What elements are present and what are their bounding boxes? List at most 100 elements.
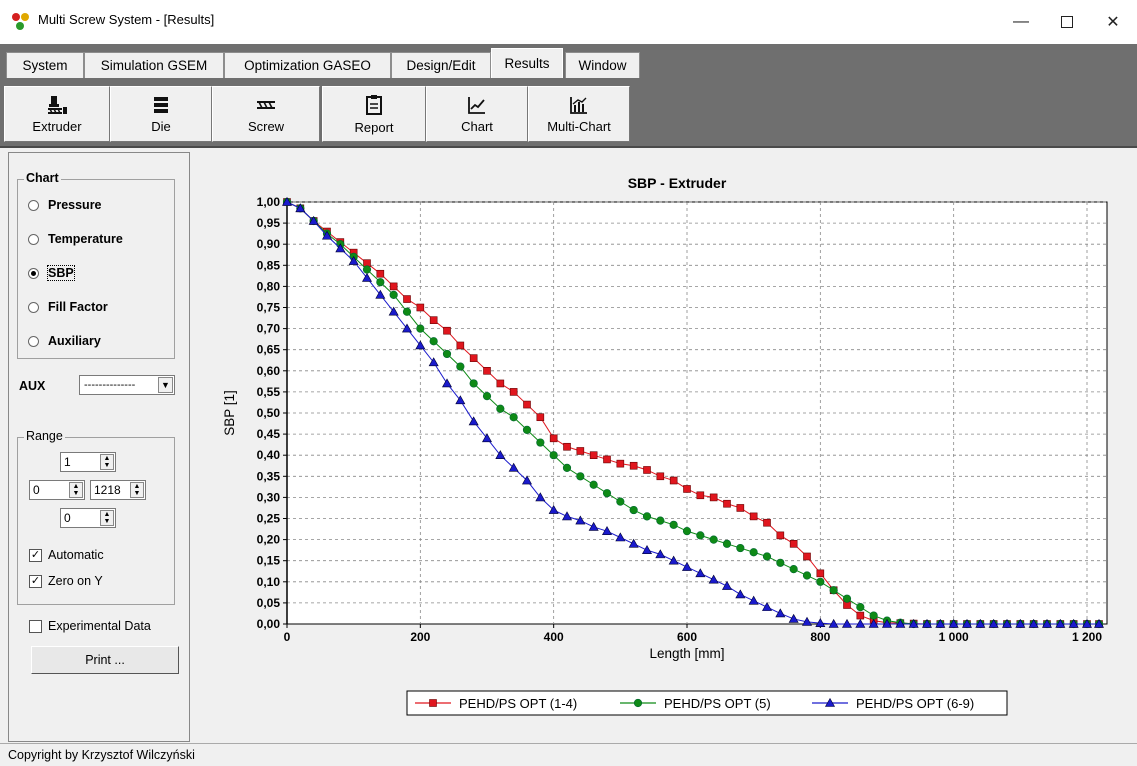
data-point (737, 504, 744, 511)
aux-dropdown[interactable]: -------------- ▼ (79, 375, 175, 395)
radio-label: SBP (48, 266, 74, 280)
data-point (857, 612, 864, 619)
maximize-button[interactable] (1044, 0, 1090, 44)
spin-arrows-icon[interactable]: ▲ ▼ (100, 510, 114, 526)
data-point (684, 485, 691, 492)
legend-marker (430, 700, 437, 707)
x-tick-label: 0 (284, 630, 291, 644)
spin-arrows-icon[interactable]: ▲ ▼ (100, 454, 114, 470)
x-tick-label: 1 000 (939, 630, 969, 644)
data-point (390, 291, 398, 299)
die-icon (151, 95, 171, 115)
x-tick-label: 600 (677, 630, 697, 644)
tab-system[interactable]: System (6, 52, 84, 78)
data-point (870, 612, 878, 620)
aux-dropdown-value: -------------- (84, 379, 135, 391)
data-point (443, 350, 451, 358)
data-point (550, 435, 557, 442)
y-tick-label: 0,35 (257, 469, 281, 483)
y-tick-label: 1,00 (257, 195, 281, 209)
data-point (550, 451, 558, 459)
app-logo-icon (10, 11, 32, 33)
radio-icon (28, 302, 39, 313)
data-point (843, 595, 851, 603)
radio-label: Pressure (48, 198, 102, 212)
data-point (723, 540, 731, 548)
data-point (737, 544, 745, 552)
window-title: Multi Screw System - [Results] (38, 12, 214, 27)
tab-design-edit[interactable]: Design/Edit (391, 52, 491, 78)
minimize-button[interactable]: — (998, 0, 1044, 44)
radio-icon (28, 200, 39, 211)
print-button[interactable]: Print ... (31, 646, 179, 674)
tab-results[interactable]: Results (491, 48, 563, 78)
data-point (697, 532, 705, 540)
data-point (377, 270, 384, 277)
radio-temperature[interactable]: Temperature (28, 232, 123, 246)
radio-pressure[interactable]: Pressure (28, 198, 102, 212)
data-point (804, 553, 811, 560)
range-offset-spinner[interactable]: 0 ▲ ▼ (60, 508, 116, 528)
data-point (497, 380, 504, 387)
zero-on-y-checkbox[interactable]: ✓ Zero on Y (29, 574, 103, 588)
extruder-label: Extruder (32, 119, 81, 134)
y-tick-label: 0,85 (257, 258, 281, 272)
range-step-spinner[interactable]: 1 ▲ ▼ (60, 452, 116, 472)
extruder-icon (46, 95, 68, 115)
close-button[interactable]: ✕ (1090, 0, 1136, 44)
die-button[interactable]: Die (110, 86, 212, 142)
chart-button[interactable]: Chart (426, 86, 528, 142)
data-point (590, 481, 598, 489)
data-point (483, 392, 491, 400)
data-point (457, 363, 465, 371)
y-tick-label: 0,65 (257, 343, 281, 357)
data-point (577, 473, 585, 481)
status-bar: Copyright by Krzysztof Wilczyński (0, 743, 1137, 766)
radio-auxiliary[interactable]: Auxiliary (28, 334, 101, 348)
data-point (817, 570, 824, 577)
data-point (563, 464, 571, 472)
clipboard-icon (364, 94, 384, 116)
data-point (537, 414, 544, 421)
tab-simulation-gsem[interactable]: Simulation GSEM (84, 52, 224, 78)
data-point (630, 462, 637, 469)
spin-arrows-icon[interactable]: ▲ ▼ (69, 482, 83, 498)
y-tick-label: 0,55 (257, 385, 281, 399)
radio-icon (28, 234, 39, 245)
screw-label: Screw (248, 119, 284, 134)
range-to-value: 1218 (94, 483, 121, 497)
y-tick-label: 0,60 (257, 364, 281, 378)
multi-chart-icon (569, 95, 589, 115)
radio-sbp[interactable]: SBP (28, 266, 74, 280)
chevron-down-icon[interactable]: ▼ (158, 377, 173, 393)
data-point (430, 317, 437, 324)
data-point (724, 500, 731, 507)
range-group-label: Range (24, 429, 65, 443)
spin-arrows-icon[interactable]: ▲ ▼ (130, 482, 144, 498)
extruder-button[interactable]: Extruder (4, 86, 110, 142)
range-to-spinner[interactable]: 1218 ▲ ▼ (90, 480, 146, 500)
data-point (710, 536, 718, 544)
multi-chart-button[interactable]: Multi-Chart (528, 86, 630, 142)
data-point (404, 296, 411, 303)
chart-group-label: Chart (24, 171, 61, 185)
checkbox-icon (29, 620, 42, 633)
experimental-data-label: Experimental Data (48, 619, 151, 633)
tab-optimization-gaseo[interactable]: Optimization GASEO (224, 52, 391, 78)
data-point (630, 506, 638, 514)
chart-label: Chart (461, 119, 493, 134)
range-from-spinner[interactable]: 0 ▲ ▼ (29, 480, 85, 500)
experimental-data-checkbox[interactable]: Experimental Data (29, 619, 151, 633)
radio-fill-factor[interactable]: Fill Factor (28, 300, 108, 314)
y-axis-label: SBP [1] (222, 390, 237, 436)
data-point (390, 283, 397, 290)
radio-label: Auxiliary (48, 334, 101, 348)
data-point (603, 489, 611, 497)
zero-on-y-label: Zero on Y (48, 574, 103, 588)
screw-button[interactable]: Screw (212, 86, 320, 142)
automatic-checkbox[interactable]: ✓ Automatic (29, 548, 104, 562)
data-point (524, 401, 531, 408)
data-point (470, 355, 477, 362)
tab-window[interactable]: Window (565, 52, 640, 78)
report-button[interactable]: Report (322, 86, 426, 142)
